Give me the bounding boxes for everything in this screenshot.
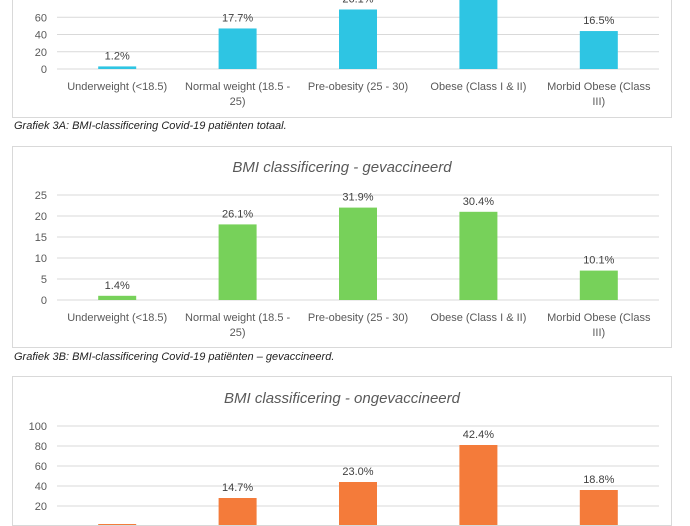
y-tick-label: 25 — [35, 190, 47, 202]
data-label: 30.4% — [463, 196, 494, 208]
y-tick-label: 20 — [35, 47, 47, 59]
y-tick-label: 15 — [35, 232, 47, 244]
category-label: 25) — [230, 327, 246, 339]
bmi-chart-total: 0 20 40 60 1.2% Underweight (<18.5) 17.7% Norma… — [35, 0, 659, 108]
data-label: 23.0% — [342, 466, 373, 478]
bar — [459, 211, 498, 300]
category-label: Underweight (<18.5) — [67, 81, 167, 93]
category-label: Normal weight (18.5 - — [185, 312, 290, 324]
y-tick-label: 100 — [29, 421, 47, 433]
data-label: 26.1% — [342, 0, 373, 5]
y-tick-label: 0 — [41, 295, 47, 307]
bar — [579, 270, 618, 300]
bmi-chart-unvaccinated: BMI classificering - ongevaccineerd 20 40… — [29, 390, 659, 525]
chart-panel-2: BMI classificering - gevaccineerd 0 5 10 15… — [12, 146, 672, 348]
caption-3a: Grafiek 3A: BMI-classificering Covid-19 … — [14, 120, 287, 132]
chart-panel-1: 0 20 40 60 1.2% Underweight (<18.5) 17.7% Norma… — [12, 0, 672, 118]
data-label: 1.2% — [105, 50, 130, 62]
y-tick-label: 20 — [35, 211, 47, 223]
data-label: 1.4% — [105, 280, 130, 292]
bmi-chart-vaccinated: BMI classificering - gevaccineerd 0 5 10 15… — [35, 159, 659, 339]
bar — [579, 31, 618, 69]
category-label: Pre-obesity (25 - 30) — [308, 312, 408, 324]
y-tick-label: 20 — [35, 501, 47, 513]
chart-title-2: BMI classificering - gevaccineerd — [232, 159, 452, 176]
data-label: 10.1% — [583, 255, 614, 267]
data-label: 31.9% — [342, 192, 373, 204]
category-label: Obese (Class I & II) — [430, 312, 526, 324]
category-label: III) — [592, 327, 605, 339]
bar — [459, 445, 498, 525]
data-label: 14.7% — [222, 482, 253, 494]
chart-title-3: BMI classificering - ongevaccineerd — [224, 390, 461, 407]
y-tick-label: 0 — [41, 64, 47, 76]
category-label: Normal weight (18.5 - — [185, 81, 290, 93]
data-label: 16.5% — [583, 15, 614, 27]
bar — [98, 66, 137, 69]
bar — [98, 295, 137, 300]
category-label: Pre-obesity (25 - 30) — [308, 81, 408, 93]
y-tick-label: 60 — [35, 461, 47, 473]
y-tick-label: 60 — [35, 12, 47, 24]
data-label: 17.7% — [222, 12, 253, 24]
category-label: Morbid Obese (Class — [547, 312, 651, 324]
category-label: III) — [592, 96, 605, 108]
category-label: Morbid Obese (Class — [547, 81, 651, 93]
data-label: 42.4% — [463, 429, 494, 441]
y-tick-label: 10 — [35, 253, 47, 265]
y-tick-label: 40 — [35, 30, 47, 42]
bar — [98, 524, 137, 525]
y-tick-label: 5 — [41, 274, 47, 286]
data-label: 18.8% — [583, 474, 614, 486]
category-label: Underweight (<18.5) — [67, 312, 167, 324]
chart-panel-3: BMI classificering - ongevaccineerd 20 40… — [12, 376, 672, 526]
bar — [579, 490, 618, 525]
data-label: 26.1% — [222, 208, 253, 220]
category-label: 25) — [230, 96, 246, 108]
bar — [459, 0, 498, 69]
bar — [218, 224, 257, 300]
y-tick-label: 40 — [35, 481, 47, 493]
y-tick-label: 80 — [35, 441, 47, 453]
bar — [218, 28, 257, 69]
bar — [339, 207, 377, 300]
bar — [339, 9, 377, 69]
caption-3b: Grafiek 3B: BMI-classificering Covid-19 … — [14, 351, 335, 363]
bar — [339, 482, 377, 525]
category-label: Obese (Class I & II) — [430, 81, 526, 93]
